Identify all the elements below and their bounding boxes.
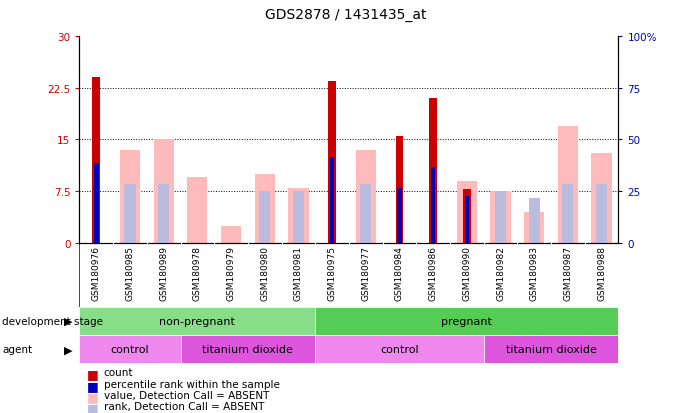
Bar (315, 307, 618, 335)
Text: GSM180989: GSM180989 (159, 246, 168, 301)
Bar (120, 150, 140, 243)
Text: GSM180975: GSM180975 (328, 246, 337, 301)
Text: GSM180987: GSM180987 (563, 246, 572, 301)
Bar (429, 99, 437, 243)
Bar (288, 188, 308, 243)
Text: GSM180984: GSM180984 (395, 246, 404, 301)
Text: count: count (104, 368, 133, 377)
Bar (495, 192, 506, 243)
Text: GSM180990: GSM180990 (462, 246, 471, 301)
Bar (529, 199, 540, 243)
Bar (94, 164, 99, 243)
Text: value, Detection Call = ABSENT: value, Detection Call = ABSENT (104, 390, 269, 400)
Text: GDS2878 / 1431435_at: GDS2878 / 1431435_at (265, 8, 426, 22)
Bar (158, 185, 169, 243)
Bar (187, 178, 207, 243)
Text: ■: ■ (86, 368, 98, 380)
Bar (491, 192, 511, 243)
Bar (254, 174, 275, 243)
Text: ▶: ▶ (64, 344, 73, 354)
Bar (464, 197, 469, 243)
Bar (484, 335, 618, 363)
Text: control: control (380, 344, 419, 354)
Bar (153, 140, 173, 243)
Text: development stage: development stage (2, 316, 103, 326)
Bar (259, 192, 270, 243)
Text: titanium dioxide: titanium dioxide (202, 344, 294, 354)
Bar (558, 126, 578, 243)
Bar (315, 335, 484, 363)
Bar (591, 154, 612, 243)
Text: titanium dioxide: titanium dioxide (506, 344, 596, 354)
Text: GSM180981: GSM180981 (294, 246, 303, 301)
Bar (356, 150, 376, 243)
Text: ▶: ▶ (64, 316, 73, 326)
Text: GSM180978: GSM180978 (193, 246, 202, 301)
Text: GSM180976: GSM180976 (92, 246, 101, 301)
Bar (397, 188, 401, 243)
Bar (328, 81, 336, 243)
Bar (457, 181, 477, 243)
Text: ■: ■ (86, 390, 98, 403)
Bar (562, 185, 574, 243)
Bar (124, 185, 135, 243)
Bar (293, 192, 304, 243)
Bar (79, 335, 180, 363)
Text: GSM180980: GSM180980 (261, 246, 269, 301)
Text: GSM180982: GSM180982 (496, 246, 505, 301)
Bar (463, 190, 471, 243)
Bar (93, 78, 100, 243)
Text: non-pregnant: non-pregnant (160, 316, 236, 326)
Text: GSM180979: GSM180979 (227, 246, 236, 301)
Bar (221, 226, 241, 243)
Text: ■: ■ (86, 401, 98, 413)
Bar (431, 168, 435, 243)
Bar (396, 137, 404, 243)
Text: GSM180977: GSM180977 (361, 246, 370, 301)
Text: pregnant: pregnant (442, 316, 492, 326)
Bar (524, 212, 545, 243)
Text: ■: ■ (86, 379, 98, 392)
Text: control: control (111, 344, 149, 354)
Text: GSM180988: GSM180988 (597, 246, 606, 301)
Bar (596, 185, 607, 243)
Text: GSM180983: GSM180983 (530, 246, 539, 301)
Text: GSM180986: GSM180986 (428, 246, 437, 301)
Text: rank, Detection Call = ABSENT: rank, Detection Call = ABSENT (104, 401, 264, 411)
Text: GSM180985: GSM180985 (126, 246, 135, 301)
Text: agent: agent (2, 344, 32, 354)
Bar (330, 157, 334, 243)
Bar (79, 307, 315, 335)
Bar (360, 185, 371, 243)
Bar (180, 335, 315, 363)
Text: percentile rank within the sample: percentile rank within the sample (104, 379, 280, 389)
